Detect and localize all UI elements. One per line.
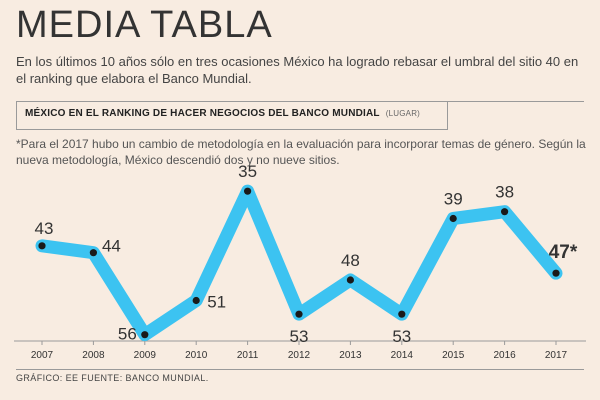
data-label-2016: 38 (495, 183, 514, 202)
data-label-2010: 51 (207, 293, 226, 312)
subtitle: En los últimos 10 años sólo en tres ocas… (16, 54, 579, 86)
data-point-2012 (295, 310, 303, 318)
data-label-2008: 44 (102, 237, 121, 256)
data-point-2007 (38, 242, 46, 250)
data-point-2017 (552, 269, 560, 277)
chart-title: MÉXICO EN EL RANKING DE HACER NEGOCIOS D… (25, 108, 420, 119)
x-tick-label-2017: 2017 (545, 350, 568, 361)
chart-unit: (LUGAR) (385, 109, 421, 118)
x-tick-label-2010: 2010 (185, 350, 208, 361)
page-title: MEDIA TABLA (16, 4, 273, 46)
data-point-2008 (89, 249, 97, 257)
data-label-2013: 48 (341, 251, 360, 270)
x-tick-label-2008: 2008 (82, 350, 105, 361)
x-tick-label-2016: 2016 (493, 350, 516, 361)
chart-title-box: MÉXICO EN EL RANKING DE HACER NEGOCIOS D… (16, 102, 448, 130)
divider (16, 101, 584, 102)
data-point-2016 (501, 208, 509, 216)
x-tick-label-2014: 2014 (391, 350, 414, 361)
data-point-2015 (449, 214, 457, 223)
data-point-2009 (141, 331, 149, 339)
data-label-2012: 53 (290, 327, 309, 346)
chart-title-text: MÉXICO EN EL RANKING DE HACER NEGOCIOS D… (25, 108, 380, 119)
x-tick-label-2013: 2013 (339, 350, 362, 361)
x-tick-label-2011: 2011 (237, 350, 259, 361)
data-label-2009: 56 (118, 325, 137, 344)
data-label-2015: 39 (444, 190, 463, 209)
data-point-2014 (398, 310, 406, 318)
data-label-2017: 47* (549, 242, 578, 263)
data-point-2010 (192, 296, 200, 305)
data-label-2011: 35 (238, 162, 257, 181)
data-point-2011 (244, 187, 252, 195)
data-label-2014: 53 (392, 327, 411, 346)
footer-divider (16, 369, 584, 370)
source-credit: GRÁFICO: EE FUENTE: BANCO MUNDIAL. (16, 373, 209, 383)
x-tick-label-2007: 2007 (31, 350, 54, 361)
x-tick-label-2015: 2015 (442, 350, 465, 361)
x-tick-label-2009: 2009 (134, 350, 157, 361)
data-label-2007: 43 (35, 219, 54, 238)
x-tick-label-2012: 2012 (288, 350, 311, 361)
methodology-note: *Para el 2017 hubo un cambio de metodolo… (16, 137, 586, 167)
data-point-2013 (346, 276, 354, 284)
